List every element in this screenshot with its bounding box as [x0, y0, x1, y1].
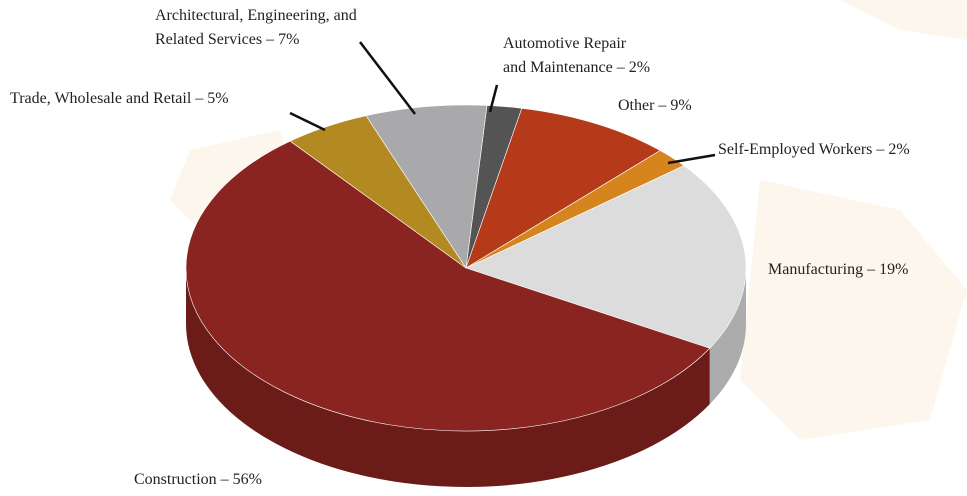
wedge [465, 107, 661, 269]
leader-line [289, 111, 326, 132]
wedge [365, 104, 488, 269]
data-label: Architectural, Engineering, and [155, 7, 357, 24]
wedge-side [186, 268, 710, 487]
data-label: Self-Employed Workers – 2% [718, 141, 910, 158]
wedge-side [709, 268, 746, 405]
data-label: Manufacturing – 19% [768, 261, 908, 278]
data-label: Automotive Repair [503, 35, 627, 52]
bg-shape [740, 180, 967, 440]
data-label: Other – 9% [618, 97, 692, 114]
bg-shape [840, 0, 967, 40]
data-label: Trade, Wholesale and Retail – 5% [10, 90, 229, 107]
data-label: Related Services – 7% [155, 31, 299, 48]
data-label: and Maintenance – 2% [503, 59, 650, 76]
wedge [185, 140, 711, 432]
leader-line [359, 41, 416, 115]
leader-line [667, 153, 716, 165]
leader-line [488, 84, 499, 113]
wedge [465, 165, 747, 349]
data-label: Construction – 56% [134, 471, 262, 488]
